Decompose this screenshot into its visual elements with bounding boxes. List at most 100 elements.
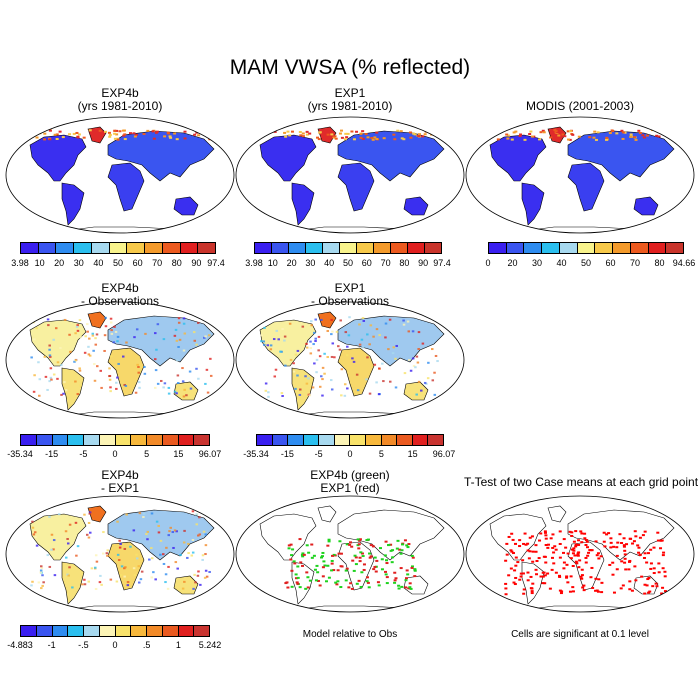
data-cell bbox=[393, 571, 397, 574]
data-cell bbox=[596, 131, 600, 134]
data-cell bbox=[651, 585, 655, 588]
data-cell bbox=[175, 359, 179, 362]
map-frame bbox=[5, 116, 235, 234]
data-cell bbox=[204, 335, 207, 338]
data-cell bbox=[552, 551, 556, 554]
data-cell bbox=[277, 338, 280, 341]
data-cell bbox=[378, 367, 381, 370]
map-frame bbox=[465, 495, 695, 613]
data-cell bbox=[526, 549, 530, 552]
data-cell bbox=[510, 550, 514, 553]
colorbar-swatch bbox=[287, 434, 304, 446]
data-cell bbox=[359, 132, 363, 135]
continent-northAmerica bbox=[259, 513, 317, 561]
data-cell bbox=[335, 583, 339, 586]
data-cell bbox=[357, 547, 361, 550]
data-cell bbox=[666, 132, 670, 135]
data-cell bbox=[436, 360, 439, 363]
data-cell bbox=[289, 558, 293, 561]
colorbar-swatch bbox=[427, 434, 444, 446]
data-cell bbox=[294, 353, 298, 356]
data-cell bbox=[623, 561, 627, 564]
data-cell bbox=[294, 387, 297, 390]
data-cell bbox=[91, 334, 95, 337]
data-cell bbox=[60, 364, 63, 367]
data-cell bbox=[417, 331, 421, 334]
data-cell bbox=[48, 380, 51, 383]
panel-title-line: T-Test of two Case means at each grid po… bbox=[463, 475, 699, 489]
continent-australia bbox=[173, 575, 199, 595]
map-frame bbox=[5, 301, 235, 419]
data-cell bbox=[154, 386, 157, 389]
data-cell bbox=[43, 132, 47, 135]
colorbar-tick-label: 20 bbox=[286, 258, 297, 268]
data-cell bbox=[340, 394, 343, 397]
data-cell bbox=[126, 584, 130, 587]
data-cell bbox=[326, 564, 330, 567]
panel-title-model-rel: EXP4b (green) EXP1 (red) bbox=[234, 469, 466, 495]
data-cell bbox=[388, 318, 392, 321]
data-cell bbox=[597, 578, 601, 581]
data-cell bbox=[629, 135, 633, 138]
map-frame bbox=[465, 116, 695, 234]
data-cell bbox=[74, 359, 78, 362]
data-cell bbox=[78, 369, 82, 372]
data-cell bbox=[616, 541, 620, 544]
data-cell bbox=[559, 592, 563, 595]
data-cell bbox=[543, 531, 547, 534]
data-cell bbox=[509, 567, 513, 570]
data-cell bbox=[167, 386, 171, 389]
colorbar-tick-label: .5 bbox=[142, 640, 151, 650]
data-cell bbox=[52, 539, 56, 542]
data-cell bbox=[281, 394, 284, 397]
data-cell bbox=[137, 581, 141, 584]
data-cell bbox=[409, 587, 413, 590]
data-cell bbox=[400, 585, 404, 588]
data-cell bbox=[353, 554, 357, 557]
data-cell bbox=[408, 358, 411, 361]
data-cell bbox=[580, 532, 584, 535]
data-cell bbox=[375, 381, 378, 384]
data-cell bbox=[576, 552, 580, 555]
data-cell bbox=[38, 378, 42, 381]
data-cell bbox=[90, 567, 94, 570]
panel-title-line: EXP4b bbox=[101, 468, 139, 482]
data-cell bbox=[612, 545, 616, 548]
data-cell bbox=[551, 533, 555, 536]
data-cell bbox=[417, 133, 421, 136]
data-cell bbox=[85, 533, 89, 536]
continent-northAmerica bbox=[489, 513, 547, 561]
data-cell bbox=[565, 576, 569, 579]
data-cell bbox=[279, 350, 282, 353]
data-cell bbox=[382, 380, 385, 383]
map-modis bbox=[464, 115, 696, 235]
data-cell bbox=[172, 546, 175, 549]
data-cell bbox=[151, 557, 154, 560]
data-cell bbox=[284, 582, 288, 585]
data-cell bbox=[427, 361, 430, 364]
data-cell bbox=[350, 545, 354, 548]
data-cell bbox=[375, 328, 379, 331]
data-cell bbox=[514, 576, 518, 579]
data-cell bbox=[371, 545, 375, 548]
data-cell bbox=[94, 554, 98, 557]
colorbar-swatch bbox=[130, 434, 147, 446]
data-cell bbox=[134, 133, 138, 136]
data-cell bbox=[52, 338, 55, 341]
data-cell bbox=[657, 562, 661, 565]
data-cell bbox=[292, 370, 296, 373]
data-cell bbox=[628, 580, 632, 583]
data-cell bbox=[391, 549, 395, 552]
colorbar-swatch bbox=[83, 434, 100, 446]
data-cell bbox=[582, 589, 586, 592]
data-cell bbox=[116, 335, 120, 338]
data-cell bbox=[389, 543, 393, 546]
data-cell bbox=[416, 361, 420, 364]
data-cell bbox=[330, 559, 334, 562]
data-cell bbox=[205, 132, 209, 135]
data-cell bbox=[352, 138, 356, 141]
data-cell bbox=[337, 552, 341, 555]
data-cell bbox=[183, 137, 187, 140]
data-cell bbox=[118, 539, 121, 542]
data-cell bbox=[44, 375, 48, 378]
